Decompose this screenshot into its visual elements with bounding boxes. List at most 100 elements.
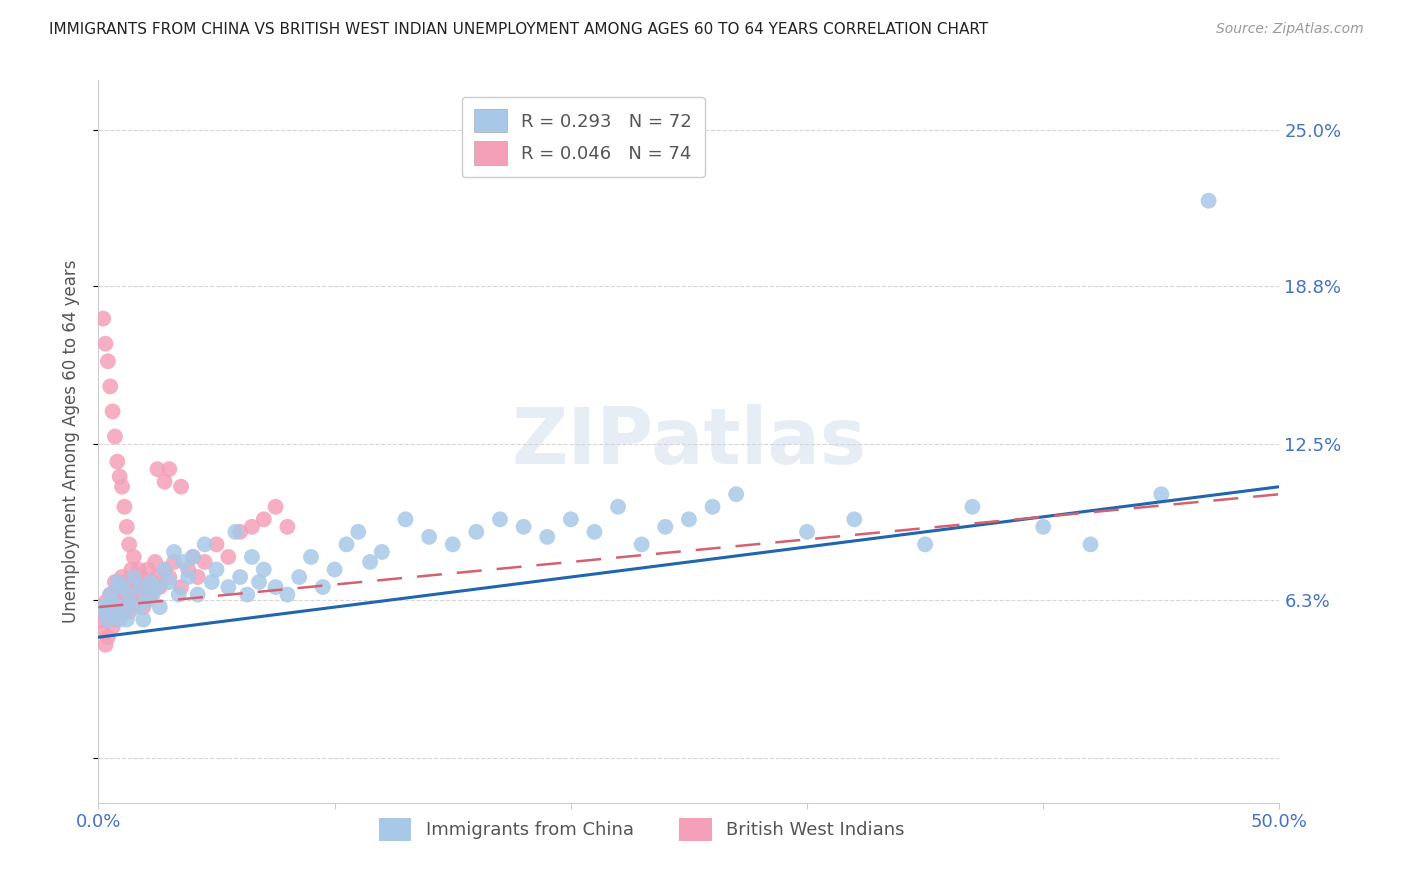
Point <box>128 588 150 602</box>
Y-axis label: Unemployment Among Ages 60 to 64 years: Unemployment Among Ages 60 to 64 years <box>62 260 80 624</box>
Point <box>104 605 127 619</box>
Point <box>224 524 246 539</box>
Point <box>418 530 440 544</box>
Point <box>98 379 121 393</box>
Point <box>142 588 165 602</box>
Point <box>101 600 124 615</box>
Point <box>105 455 128 469</box>
Point <box>170 480 193 494</box>
Point <box>135 580 157 594</box>
Point <box>94 595 117 609</box>
Point <box>796 524 818 539</box>
Point <box>115 595 138 609</box>
Point <box>111 580 134 594</box>
Point <box>104 575 127 590</box>
Point <box>177 562 200 576</box>
Point <box>132 600 155 615</box>
Point <box>299 549 322 564</box>
Point <box>142 575 165 590</box>
Point <box>394 512 416 526</box>
Point <box>111 480 134 494</box>
Point <box>441 537 464 551</box>
Point <box>1198 194 1220 208</box>
Point <box>129 570 152 584</box>
Text: IMMIGRANTS FROM CHINA VS BRITISH WEST INDIAN UNEMPLOYMENT AMONG AGES 60 TO 64 YE: IMMIGRANTS FROM CHINA VS BRITISH WEST IN… <box>49 22 988 37</box>
Point <box>108 613 131 627</box>
Point <box>347 524 370 539</box>
Point <box>312 580 335 594</box>
Point <box>112 605 135 619</box>
Point <box>101 404 124 418</box>
Point <box>146 580 169 594</box>
Point <box>654 520 676 534</box>
Point <box>139 575 162 590</box>
Point <box>98 605 121 619</box>
Point <box>217 549 239 564</box>
Point <box>118 537 141 551</box>
Point <box>132 613 155 627</box>
Point <box>97 630 120 644</box>
Point <box>489 512 512 526</box>
Point <box>91 311 114 326</box>
Point <box>125 600 148 615</box>
Point <box>359 555 381 569</box>
Point <box>205 562 228 576</box>
Point <box>172 555 194 569</box>
Point <box>115 575 138 590</box>
Point <box>247 575 270 590</box>
Point <box>153 475 176 489</box>
Point <box>105 605 128 619</box>
Point <box>101 620 124 634</box>
Point <box>149 600 172 615</box>
Point <box>253 562 276 576</box>
Point <box>630 537 652 551</box>
Point <box>112 500 135 514</box>
Point <box>512 520 534 534</box>
Point <box>914 537 936 551</box>
Point <box>276 588 298 602</box>
Point <box>194 555 217 569</box>
Point <box>94 605 117 619</box>
Point <box>1032 520 1054 534</box>
Point <box>108 469 131 483</box>
Point <box>143 555 166 569</box>
Point <box>194 537 217 551</box>
Point <box>181 549 204 564</box>
Point <box>264 500 287 514</box>
Point <box>101 595 124 609</box>
Point <box>132 575 155 590</box>
Point <box>108 580 131 594</box>
Point <box>91 605 114 619</box>
Point <box>135 595 157 609</box>
Point <box>229 524 252 539</box>
Point <box>94 336 117 351</box>
Point <box>560 512 582 526</box>
Point <box>170 580 193 594</box>
Point <box>323 562 346 576</box>
Point <box>122 570 145 584</box>
Point <box>115 613 138 627</box>
Point <box>607 500 630 514</box>
Point <box>187 588 209 602</box>
Point <box>115 520 138 534</box>
Point <box>465 524 488 539</box>
Point <box>97 613 120 627</box>
Point <box>97 613 120 627</box>
Point <box>94 638 117 652</box>
Point <box>122 549 145 564</box>
Point <box>111 605 134 619</box>
Point <box>91 625 114 640</box>
Point <box>98 588 121 602</box>
Point <box>104 429 127 443</box>
Point <box>118 588 141 602</box>
Point <box>678 512 700 526</box>
Point <box>335 537 357 551</box>
Point <box>205 537 228 551</box>
Point <box>583 524 606 539</box>
Point <box>97 354 120 368</box>
Point <box>276 520 298 534</box>
Point <box>240 549 263 564</box>
Point <box>153 562 176 576</box>
Point <box>121 562 143 576</box>
Point <box>146 570 169 584</box>
